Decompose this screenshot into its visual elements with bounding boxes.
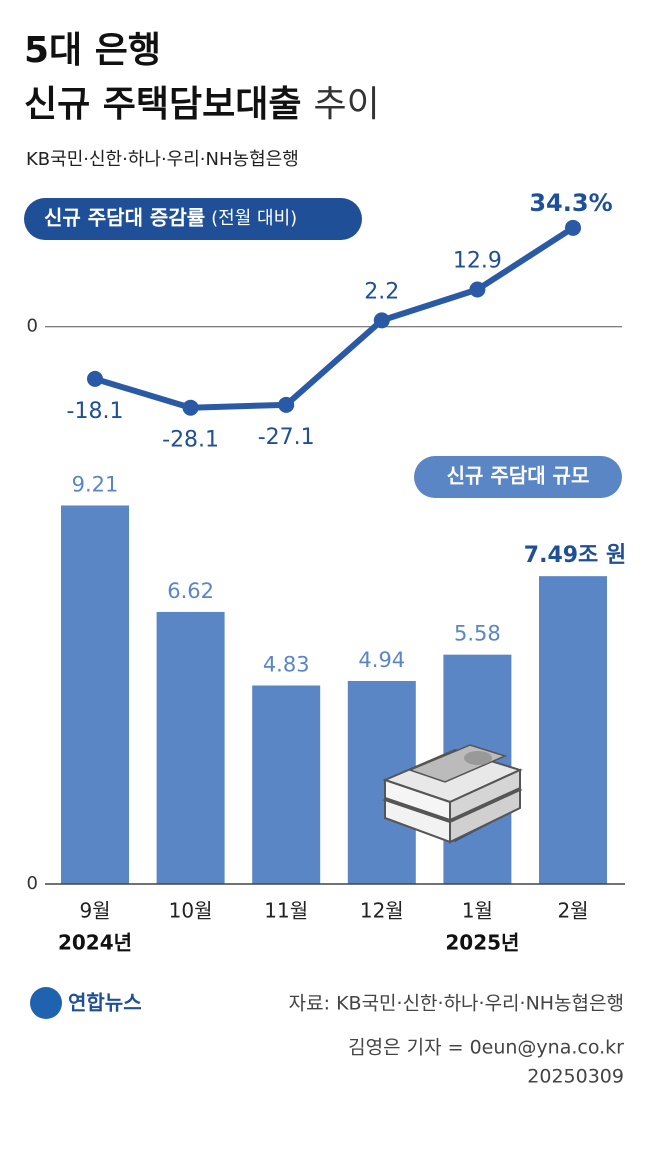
value-label: -27.1 [258,425,315,450]
line-label: 신규 주담대 증감률 [44,206,205,230]
value-label: -28.1 [162,428,219,453]
point [182,399,199,416]
bar [156,611,225,884]
bar [539,576,607,884]
x-tick-label: 12월 [360,899,404,923]
x-tick-label: 9월 [79,899,110,923]
line [94,225,575,411]
x-tick-label: 11월 [264,899,308,923]
logo-text: 연합뉴스 [68,991,142,1015]
point [278,396,295,413]
value-label: 4.94 [358,648,405,672]
x-tick-label: 10월 [169,899,213,923]
point [469,281,486,298]
bar-label-pill [414,456,622,498]
source: 자료: KB국민·신한·하나·우리·NH농협은행 [289,993,624,1015]
title-suffix: 추이 [314,84,380,125]
year-label: 2024년 [58,931,132,955]
value-label: -18.1 [67,399,124,424]
line-label-pill [24,198,362,240]
title-line-2: 신규 주택담보대출 [24,84,302,125]
title-line-1: 5대 은행 [24,30,161,71]
line-label-note: (전월 대비) [211,208,297,229]
value-label: 9.21 [72,472,119,496]
year-label: 2025년 [445,931,519,955]
value-label: 6.62 [167,579,214,603]
y-tick-label: 0 [27,316,38,337]
x-tick-label: 1월 [462,899,493,923]
y-tick-label: 0 [27,873,38,894]
point [87,370,103,387]
date: 20250309 [527,1066,624,1088]
point [373,312,390,329]
logo-mark [30,987,62,1019]
point [565,219,581,236]
subtitle: KB국민·신한·하나·우리·NH농협은행 [26,149,299,170]
bar-label: 신규 주담대 규모 [447,464,590,488]
reporter: 김영은 기자 = 0eun@yna.co.kr [348,1037,624,1059]
value-label: 4.83 [263,652,310,676]
value-label: 7.49조 원 [524,543,626,568]
money-icon [382,744,523,844]
x-tick-label: 2월 [557,899,588,923]
value-label: 12.9 [453,249,502,274]
value-label: 5.58 [454,622,501,646]
value-label: 2.2 [364,279,399,304]
bar [61,505,129,884]
bar [252,685,321,884]
value-label: 34.3% [529,189,612,217]
